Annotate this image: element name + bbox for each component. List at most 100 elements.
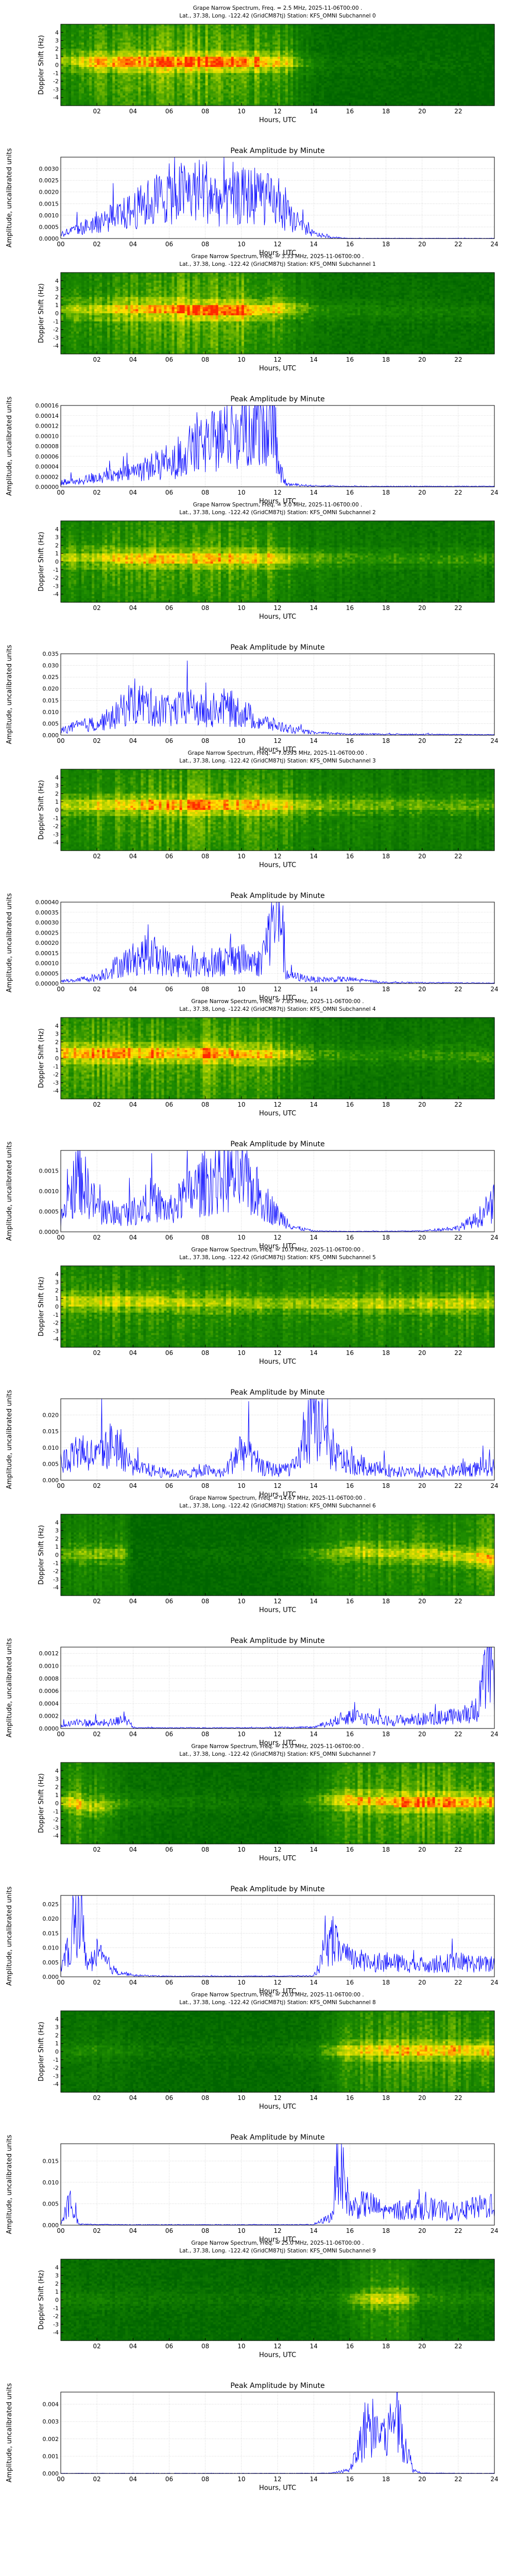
spectrum-cell (151, 89, 154, 92)
spectrum-cell (99, 50, 102, 53)
spectrum-cell (125, 101, 128, 104)
spectrum-cell (68, 32, 72, 35)
spectrum-cell (138, 50, 141, 53)
spectrum-cell (89, 86, 92, 88)
spectrum-cell (71, 83, 74, 86)
spectrum-cell (107, 39, 110, 41)
spectrum-cell (94, 37, 97, 39)
spectrum-cell (164, 89, 167, 92)
spectrum-cell (135, 71, 139, 74)
spectrum-cell (159, 28, 162, 31)
spectrum-cell (128, 41, 131, 43)
spectrum-cell (128, 50, 131, 53)
spectrum-cell (169, 73, 173, 76)
spectrum-cell (125, 39, 128, 41)
spectrum-cell (87, 101, 90, 104)
spectrum-cell (141, 24, 144, 27)
spectrum-cell (182, 37, 185, 39)
spectrum-cell (159, 89, 162, 92)
spectrum-cell (175, 45, 178, 47)
spectrum-cell (115, 81, 118, 84)
spectrum-cell (63, 101, 66, 104)
spectrum-cell (89, 83, 92, 86)
spectrum-cell (89, 73, 92, 76)
spectrum-cell (68, 101, 72, 104)
spectrum-cell (169, 55, 173, 57)
spectrum-cell (97, 24, 100, 27)
spectrum-cell (79, 48, 82, 51)
spectrum-cell (138, 30, 141, 33)
spectrum-cell (112, 75, 115, 78)
spectrum-cell (84, 30, 87, 33)
spectrum-cell (94, 89, 97, 92)
spectrum-cell (71, 86, 74, 88)
spectrum-cell (117, 83, 121, 86)
spectrum-cell (117, 46, 121, 49)
spectrum-cell (128, 83, 131, 86)
spectrum-cell (143, 63, 146, 65)
spectrum-cell (159, 97, 162, 100)
spectrum-cell (120, 28, 123, 31)
spectrum-cell (172, 24, 175, 27)
spectrum-cell (61, 75, 64, 78)
spectrum-cell (169, 41, 173, 43)
spectrum-cell (110, 99, 113, 102)
spectrum-cell (112, 53, 115, 55)
spectrum-cell (156, 63, 159, 65)
spectrum-cell (133, 89, 136, 92)
spectrum-cell (125, 89, 128, 92)
spectrum-cell (159, 91, 162, 94)
spectrum-cell (79, 59, 82, 61)
spectrum-cell (112, 81, 115, 84)
spectrum-cell (97, 91, 100, 94)
spectrum-cell (151, 87, 154, 90)
spectrum-cell (138, 26, 141, 29)
spectrum-cell (125, 81, 128, 84)
spectrum-cell (130, 83, 133, 86)
spectrum-cell (177, 86, 180, 88)
spectrum-cell (120, 41, 123, 43)
spectrum-cell (79, 39, 82, 41)
spectrum-cell (123, 73, 126, 76)
spectrum-cell (105, 63, 108, 65)
spectrum-cell (89, 59, 92, 61)
spectrum-cell (61, 26, 64, 29)
spectrum-cell (159, 39, 162, 41)
spectrum-cell (141, 69, 144, 72)
spectrum-cell (107, 53, 110, 55)
spectrum-cell (153, 50, 157, 53)
spectrum-cell (125, 59, 128, 61)
spectrum-cell (89, 41, 92, 43)
spectrum-cell (161, 46, 164, 49)
spectrum-cell (130, 71, 133, 74)
spectrum-cell (161, 48, 164, 51)
spectrum-cell (135, 63, 139, 65)
spectrum-cell (123, 95, 126, 98)
spectrum-cell (135, 65, 139, 67)
spectrum-cell (66, 45, 69, 47)
spectrum-cell (102, 32, 105, 35)
spectrum-cell (89, 46, 92, 49)
spectrum-cell (172, 43, 175, 45)
spectrum-cell (123, 45, 126, 47)
spectrum-cell (177, 87, 180, 90)
spectrum-cell (68, 69, 72, 72)
spectrum-cell (146, 46, 149, 49)
spectrum-cell (161, 43, 164, 45)
spectrum-cell (112, 28, 115, 31)
spectrum-cell (151, 30, 154, 33)
spectrum-cell (161, 28, 164, 31)
spectrum-cell (138, 46, 141, 49)
spectrum-cell (110, 24, 113, 27)
spectrum-cell (182, 30, 185, 33)
spectrum-cell (133, 86, 136, 88)
spectrum-cell (76, 37, 79, 39)
spectrum-cell (130, 39, 133, 41)
spectrum-cell (156, 24, 159, 27)
spectrum-cell (138, 79, 141, 82)
spectrum-cell (151, 86, 154, 88)
spectrum-cell (81, 50, 84, 53)
spectrum-cell (102, 55, 105, 57)
spectrum-cell (79, 43, 82, 45)
spectrum-cell (66, 46, 69, 49)
